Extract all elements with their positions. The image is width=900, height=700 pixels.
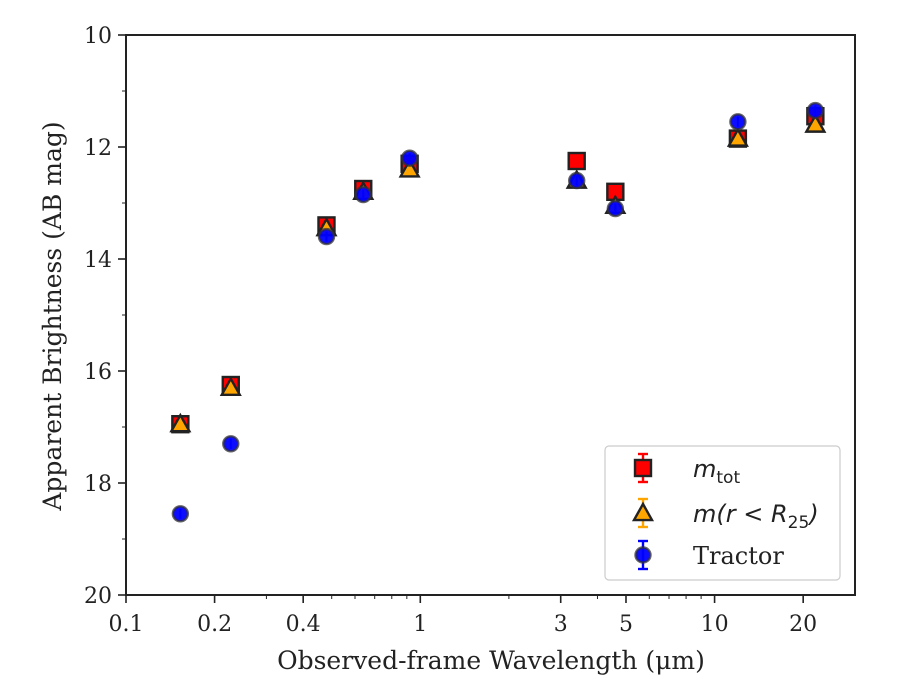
legend-marker [634, 546, 652, 564]
data-point [354, 185, 372, 204]
legend-label: mtot [693, 455, 740, 488]
x-tick-label: 0.4 [286, 612, 321, 637]
data-point [567, 151, 586, 171]
data-point [806, 101, 825, 120]
legend-marker [633, 458, 653, 478]
x-axis-label: Observed-frame Wavelength (μm) [277, 646, 705, 675]
data-point [317, 227, 336, 246]
data-point [169, 412, 192, 433]
legend-label: m(r < R25) [693, 500, 819, 533]
y-tick-label: 16 [84, 360, 112, 385]
x-tick-label: 1 [413, 612, 427, 637]
x-tick-label: 10 [701, 612, 729, 637]
data-point [171, 505, 190, 523]
plot-area [169, 101, 827, 523]
data-point [726, 127, 749, 147]
legend-entry-circle: Tractor [634, 539, 784, 571]
legend: mtot m(r < R25) Tractor [604, 445, 841, 581]
series-triangle [169, 113, 827, 433]
legend-label: Tractor [693, 542, 784, 570]
x-tick-label: 5 [619, 612, 633, 637]
legend-entry-square: mtot [633, 452, 740, 488]
data-point [804, 113, 827, 133]
y-tick-label: 14 [84, 248, 112, 273]
series-circle [171, 101, 825, 523]
y-axis-label: Apparent Brightness (AB mag) [38, 121, 67, 511]
legend-marker [631, 501, 655, 522]
y-tick-label: 10 [84, 24, 112, 49]
data-point [606, 199, 625, 218]
data-point [222, 435, 240, 453]
x-tick-label: 20 [789, 612, 817, 637]
axes: 10 12 14 16 18 20 0.1 0.2 0.4 1 3 5 10 20 [84, 24, 856, 637]
data-point [729, 113, 747, 131]
series-square [171, 106, 825, 434]
y-tick-label: 12 [84, 136, 112, 161]
x-tick-label: 3 [554, 612, 568, 637]
legend-box [604, 445, 841, 581]
data-point [398, 157, 421, 178]
x-tick-label: 0.1 [109, 612, 144, 637]
data-point [219, 376, 242, 397]
data-point [400, 149, 419, 167]
y-tick-label: 20 [84, 584, 112, 609]
x-tick-label: 0.2 [197, 612, 232, 637]
data-point [568, 171, 586, 190]
y-tick-label: 18 [84, 472, 112, 497]
legend-entry-triangle: m(r < R25) [631, 497, 819, 533]
